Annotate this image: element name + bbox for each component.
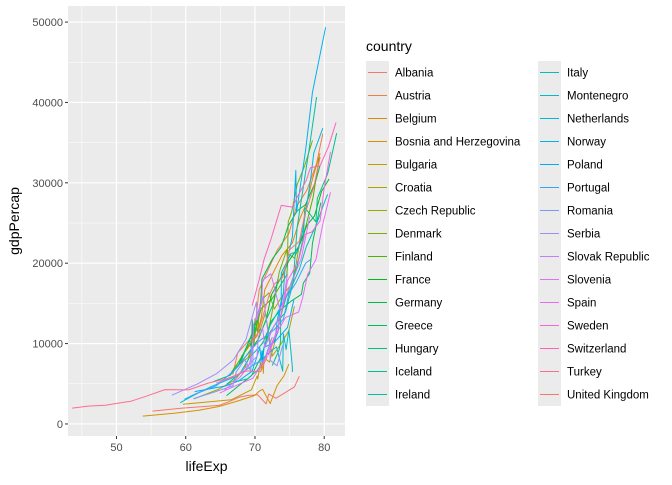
legend-items: Albania Austria Belgium Bosnia and Herzegov… <box>366 61 650 406</box>
series-line-netherlands <box>269 128 324 353</box>
legend-label: Croatia <box>395 183 433 195</box>
x-tick-label: 80 <box>318 442 330 454</box>
legend-label: Austria <box>395 91 431 103</box>
legend-label: Hungary <box>395 344 439 356</box>
legend-label: Belgium <box>395 114 437 126</box>
legend-item-bulgaria: Bulgaria <box>366 153 438 176</box>
legend-item-united-kingdom: United Kingdom <box>538 383 649 406</box>
series-line-slovak-republic <box>216 273 288 384</box>
legend-label: Albania <box>395 68 434 80</box>
legend-label: Czech Republic <box>395 206 476 218</box>
series-line-sweden <box>267 151 331 356</box>
x-tick-label: 50 <box>110 442 122 454</box>
legend-label: Slovak Republic <box>567 252 650 264</box>
series-line-poland <box>194 300 295 393</box>
legend-label: Spain <box>567 298 596 310</box>
legend-item-sweden: Sweden <box>538 314 609 337</box>
legend-item-hungary: Hungary <box>366 337 439 360</box>
legend-label: Denmark <box>395 229 442 241</box>
legend-item-serbia: Serbia <box>538 222 601 245</box>
legend-item-turkey: Turkey <box>538 360 602 383</box>
legend-item-montenegro: Montenegro <box>538 84 628 107</box>
y-tick-label: 40000 <box>32 97 63 109</box>
series-line-bosnia-and-herzegovina <box>142 363 290 417</box>
legend-label: Iceland <box>395 367 432 379</box>
legend-item-italy: Italy <box>538 61 588 84</box>
legend-item-czech-republic: Czech Republic <box>366 199 476 222</box>
y-tick-label: 20000 <box>32 258 63 270</box>
series-line-hungary <box>213 279 279 383</box>
legend-item-poland: Poland <box>538 153 603 176</box>
series-line-montenegro <box>179 329 293 404</box>
legend-item-bosnia-and-herzegovina: Bosnia and Herzegovina <box>366 130 521 153</box>
legend-label: Slovenia <box>567 275 612 287</box>
legend-label: Finland <box>395 252 433 264</box>
legend-title: country <box>366 38 412 54</box>
legend-label: France <box>395 275 431 287</box>
legend-label: Ireland <box>395 390 430 402</box>
legend-item-albania: Albania <box>366 61 434 84</box>
legend: country Albania Austria Belgium Bosnia and … <box>366 38 650 406</box>
legend-item-norway: Norway <box>538 130 606 153</box>
series-line-portugal <box>184 258 312 400</box>
legend-label: Norway <box>567 137 606 149</box>
legend-label: Netherlands <box>567 114 629 126</box>
series-line-croatia <box>193 306 295 400</box>
series-line-serbia <box>171 295 284 396</box>
legend-item-ireland: Ireland <box>366 383 430 406</box>
legend-item-austria: Austria <box>366 84 431 107</box>
legend-label: Switzerland <box>567 344 626 356</box>
legend-item-switzerland: Switzerland <box>538 337 626 360</box>
series-line-switzerland <box>251 122 337 306</box>
legend-label: Germany <box>395 298 443 310</box>
legend-label: Bulgaria <box>395 160 438 172</box>
series-line-slovenia <box>224 216 311 391</box>
legend-item-greece: Greece <box>366 314 433 337</box>
legend-item-slovenia: Slovenia <box>538 268 612 291</box>
series-line-denmark <box>260 140 313 347</box>
y-tick-label: 30000 <box>32 178 63 190</box>
legend-item-spain: Spain <box>538 291 596 314</box>
legend-item-netherlands: Netherlands <box>538 107 629 130</box>
legend-item-germany: Germany <box>366 291 443 314</box>
legend-item-france: France <box>366 268 431 291</box>
series-line-spain <box>219 192 331 394</box>
legend-label: Bosnia and Herzegovina <box>395 137 521 149</box>
legend-item-denmark: Denmark <box>366 222 442 245</box>
x-axis-ticks: 50 60 70 80 <box>110 436 330 454</box>
y-tick-label: 0 <box>57 419 63 431</box>
x-tick-label: 60 <box>180 442 192 454</box>
legend-label: Serbia <box>567 229 601 241</box>
y-tick-label: 10000 <box>32 339 63 351</box>
legend-label: Italy <box>567 68 588 80</box>
legend-label: Poland <box>567 160 603 172</box>
legend-label: Portugal <box>567 183 610 195</box>
y-axis-ticks: 0 10000 20000 30000 40000 50000 <box>32 17 68 431</box>
legend-item-belgium: Belgium <box>366 107 437 130</box>
x-tick-label: 70 <box>249 442 261 454</box>
series-line-romania <box>193 336 273 400</box>
legend-item-portugal: Portugal <box>538 176 610 199</box>
legend-item-croatia: Croatia <box>366 176 433 199</box>
legend-item-slovak-republic: Slovak Republic <box>538 245 650 268</box>
legend-label: Greece <box>395 321 433 333</box>
legend-label: Montenegro <box>567 91 628 103</box>
legend-label: Romania <box>567 206 614 218</box>
x-axis-title: lifeExp <box>185 458 227 474</box>
legend-item-romania: Romania <box>538 199 614 222</box>
legend-label: Sweden <box>567 321 609 333</box>
major-gridlines <box>68 6 345 436</box>
series-lines <box>72 27 338 417</box>
series-line-turkey <box>72 355 268 409</box>
legend-label: Turkey <box>567 367 602 379</box>
series-line-albania <box>152 375 300 412</box>
legend-item-finland: Finland <box>366 245 433 268</box>
legend-label: United Kingdom <box>567 390 649 402</box>
y-axis-title: gdpPercap <box>6 187 22 255</box>
y-tick-label: 50000 <box>32 17 63 29</box>
legend-item-iceland: Iceland <box>366 360 432 383</box>
series-line-united-kingdom <box>249 156 321 345</box>
